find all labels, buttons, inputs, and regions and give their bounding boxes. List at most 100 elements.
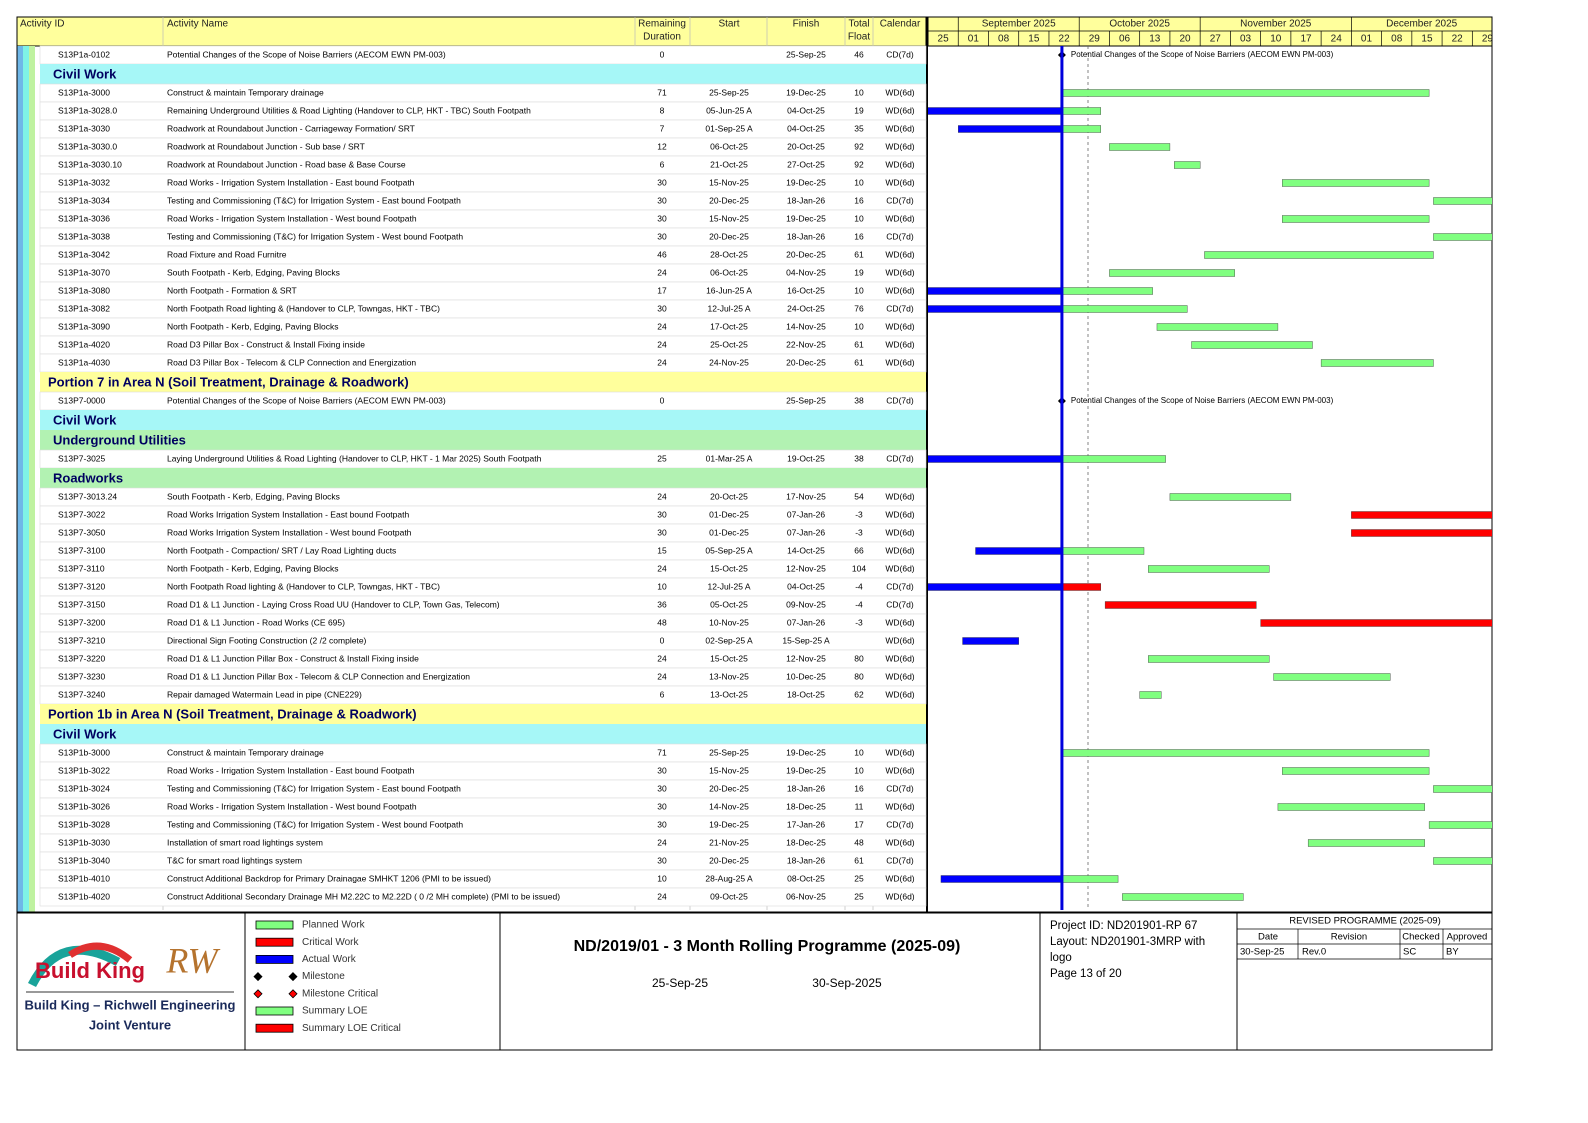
cell: 24 <box>657 891 667 901</box>
cell: 04-Oct-25 <box>787 123 825 133</box>
bar <box>1433 197 1492 205</box>
cell: 16 <box>854 231 864 241</box>
cell: 30 <box>657 195 667 205</box>
cell: 13-Oct-25 <box>710 689 748 699</box>
cell: 71 <box>657 87 667 97</box>
cell: 07-Jan-26 <box>787 509 826 519</box>
cell: CD(7d) <box>886 231 914 241</box>
bar <box>1191 341 1313 349</box>
cell: North Footpath - Kerb, Edging, Paving Bl… <box>167 563 339 573</box>
cell: 46 <box>854 49 864 59</box>
cell: 61 <box>854 339 864 349</box>
week-label: 24 <box>1331 34 1343 45</box>
milestone-label: Potential Changes of the Scope of Noise … <box>1071 50 1334 59</box>
cell: 19-Dec-25 <box>786 213 826 223</box>
cell: 19-Oct-25 <box>787 453 825 463</box>
column-header: Float <box>848 32 870 43</box>
month-label: December 2025 <box>1386 19 1458 30</box>
cell: 27-Oct-25 <box>787 159 825 169</box>
cell: 30 <box>657 855 667 865</box>
cell: Road Works - Irrigation System Installat… <box>167 213 417 223</box>
bar <box>1061 89 1430 97</box>
bar <box>1433 233 1492 241</box>
cell: Road D3 Pillar Box - Construct & Install… <box>167 339 365 349</box>
cell: 28-Oct-25 <box>710 249 748 259</box>
cell: S13P7-3013.24 <box>58 491 117 501</box>
data-date: 25-Sep-25 <box>652 976 708 990</box>
cell: S13P7-3120 <box>58 581 106 591</box>
cell: 18-Jan-26 <box>787 231 826 241</box>
cell: 15-Nov-25 <box>709 177 749 187</box>
cell: 22-Nov-25 <box>786 339 826 349</box>
cell: 0 <box>660 395 665 405</box>
cell: 62 <box>854 689 864 699</box>
cell: 61 <box>854 357 864 367</box>
cell: WD(6d) <box>885 159 914 169</box>
cell: 01-Dec-25 <box>709 509 749 519</box>
cell: WD(6d) <box>885 837 914 847</box>
cell: 30 <box>657 177 667 187</box>
cell: 30 <box>657 801 667 811</box>
cell: WD(6d) <box>885 873 914 883</box>
cell: 80 <box>854 653 864 663</box>
cell: 15 <box>657 545 667 555</box>
cell: 19-Dec-25 <box>709 819 749 829</box>
cell: 48 <box>657 617 667 627</box>
cell: Road Works Irrigation System Installatio… <box>167 527 412 537</box>
legend-label: Summary LOE Critical <box>302 1023 401 1034</box>
week-label: 10 <box>1270 34 1282 45</box>
cell: 24 <box>657 653 667 663</box>
bar <box>1260 619 1492 627</box>
cell: North Footpath Road lighting & (Handover… <box>167 303 440 313</box>
cell: CD(7d) <box>886 395 914 405</box>
footer-frame <box>16 912 1493 1051</box>
legend-swatch <box>255 937 294 947</box>
revision-cell: BY <box>1446 947 1459 958</box>
cell: Road D3 Pillar Box - Telecom & CLP Conne… <box>167 357 416 367</box>
cell: 01-Dec-25 <box>709 527 749 537</box>
cell: 14-Nov-25 <box>709 801 749 811</box>
bar <box>1148 565 1270 573</box>
cell: 16-Jun-25 A <box>706 285 752 295</box>
cell: 30 <box>657 303 667 313</box>
cell: 18-Jan-26 <box>787 195 826 205</box>
cell: 24 <box>657 339 667 349</box>
cell: Laying Underground Utilities & Road Ligh… <box>167 453 542 463</box>
legend-swatch <box>253 972 263 982</box>
legend-swatch <box>255 955 294 964</box>
cell: 30 <box>657 783 667 793</box>
week-label: 29 <box>1482 34 1494 45</box>
cell: 61 <box>854 855 864 865</box>
cell: 11 <box>855 801 864 811</box>
column-header: Finish <box>793 19 820 30</box>
cell: 6 <box>660 159 665 169</box>
cell: 30 <box>657 509 667 519</box>
bar <box>1109 269 1235 277</box>
cell: -4 <box>855 581 863 591</box>
column-header: Remaining <box>638 19 686 30</box>
cell: WD(6d) <box>885 249 914 259</box>
cell: 05-Oct-25 <box>710 599 748 609</box>
bar <box>1061 305 1188 313</box>
week-label: 15 <box>1028 34 1040 45</box>
cell: 07-Jan-26 <box>787 617 826 627</box>
cell: WD(6d) <box>885 689 914 699</box>
cell: 19-Dec-25 <box>786 177 826 187</box>
bar <box>1061 875 1119 883</box>
cell: S13P1b-3030 <box>58 837 110 847</box>
legend-swatch <box>255 920 294 930</box>
legend-label: Planned Work <box>302 920 366 931</box>
cell: 18-Jan-26 <box>787 855 826 865</box>
group-heading: Roadworks <box>53 470 123 485</box>
cell: 10 <box>854 87 864 97</box>
cell: Road D1 & L1 Junction Pillar Box - Telec… <box>167 671 470 681</box>
revision-header: Date <box>1258 932 1278 943</box>
cell: 24 <box>657 267 667 277</box>
column-header: Activity Name <box>167 19 229 30</box>
cell: 19 <box>854 267 864 277</box>
cell: 36 <box>657 599 667 609</box>
cell: WD(6d) <box>885 509 914 519</box>
footer: Planned Work Critical Work Actual Work Mile… <box>253 920 1487 1034</box>
